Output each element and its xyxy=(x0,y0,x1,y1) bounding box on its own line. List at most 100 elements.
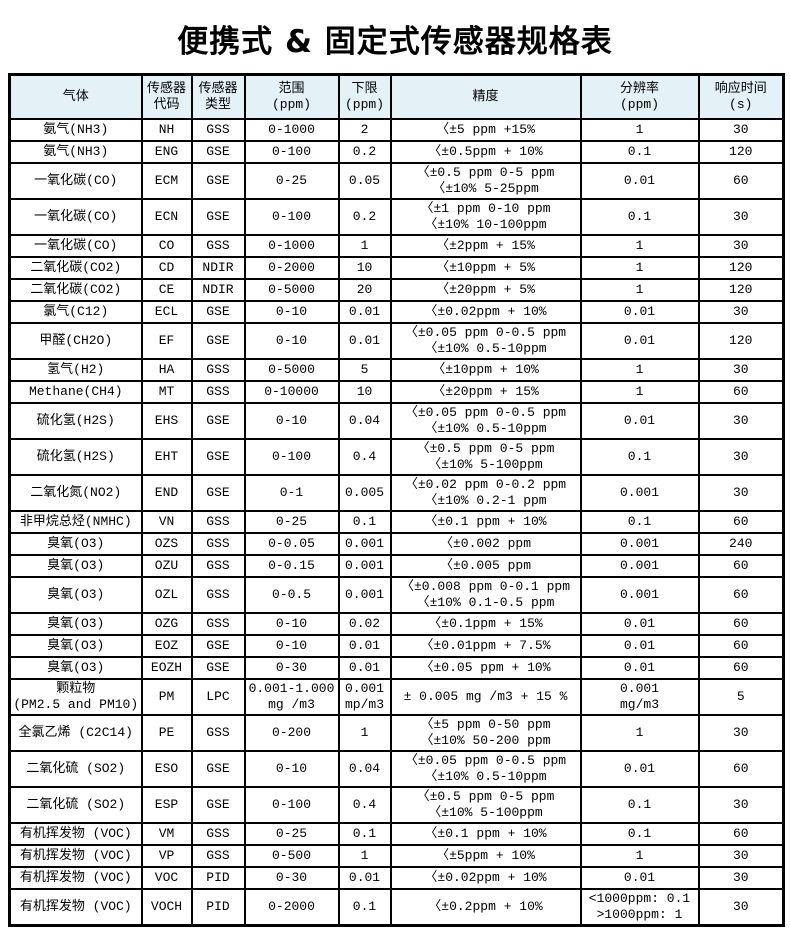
accuracy-cell: 〈±0.2ppm + 10% xyxy=(389,888,582,927)
accuracy-cell: 〈±1 ppm 0-10 ppm 〈±10% 10-100ppm xyxy=(389,198,582,236)
type-cell: GSS xyxy=(190,714,246,752)
table-row: 一氧化碳(CO) CO GSS 0-1000 1 〈±2ppm + 15% 1 30 xyxy=(8,234,785,258)
resolution-cell: 0.1 xyxy=(579,786,700,824)
table-row: Methane(CH4) MT GSS 0-10000 10 〈±20ppm + 15% 1… xyxy=(8,380,785,404)
resolution-cell: 0.01 xyxy=(579,162,700,200)
response-cell: 30 xyxy=(697,358,785,382)
gas-cell: 臭氧(O3) xyxy=(8,634,143,658)
resolution-cell: 1 xyxy=(579,358,700,382)
response-cell: 60 xyxy=(697,822,785,846)
accuracy-cell: 〈±0.05 ppm + 10% xyxy=(389,656,582,680)
limit-cell: 0.001 xyxy=(337,554,392,578)
response-cell: 60 xyxy=(697,576,785,614)
range-cell: 0-25 xyxy=(243,822,340,846)
type-cell: GSE xyxy=(190,474,246,512)
gas-cell: 有机挥发物 (VOC) xyxy=(8,844,143,868)
accuracy-cell: 〈±20ppm + 5% xyxy=(389,278,582,302)
range-cell: 0-100 xyxy=(243,140,340,164)
col-header-limit: 下限 (ppm) xyxy=(337,73,392,120)
type-cell: GSS xyxy=(190,576,246,614)
gas-cell: 硫化氢(H2S) xyxy=(8,438,143,476)
resolution-cell: 0.001 xyxy=(579,532,700,556)
limit-cell: 0.001 mp/m3 xyxy=(337,678,392,716)
range-cell: 0-10 xyxy=(243,300,340,324)
limit-cell: 0.1 xyxy=(337,822,392,846)
response-cell: 30 xyxy=(697,402,785,440)
gas-cell: 二氧化硫 (SO2) xyxy=(8,786,143,824)
header-row: 气体 传感器 代码 传感器 类型 范围 (ppm) 下限 (ppm) 精度 分辨率 (ppm) 响应时间… xyxy=(8,73,785,120)
range-cell: 0-100 xyxy=(243,786,340,824)
resolution-cell: 0.01 xyxy=(579,612,700,636)
response-cell: 30 xyxy=(697,714,785,752)
limit-cell: 1 xyxy=(337,234,392,258)
limit-cell: 1 xyxy=(337,844,392,868)
code-cell: OZG xyxy=(140,612,193,636)
accuracy-cell: 〈±0.02 ppm 0-0.2 ppm 〈±10% 0.2-1 ppm xyxy=(389,474,582,512)
gas-cell: 氯气(C12) xyxy=(8,300,143,324)
accuracy-cell: 〈±5 ppm 0-50 ppm 〈±10% 50-200 ppm xyxy=(389,714,582,752)
accuracy-cell: 〈±0.5 ppm 0-5 ppm 〈±10% 5-100ppm xyxy=(389,438,582,476)
range-cell: 0-10 xyxy=(243,634,340,658)
resolution-cell: 0.01 xyxy=(579,656,700,680)
response-cell: 30 xyxy=(697,300,785,324)
code-cell: PE xyxy=(140,714,193,752)
resolution-cell: 0.01 xyxy=(579,866,700,890)
table-row: 氯气(C12) ECL GSE 0-10 0.01 〈±0.02ppm + 10% 0.01… xyxy=(8,300,785,324)
table-row: 臭氧(O3) OZU GSS 0-0.15 0.001 〈±0.005 ppm 0.001 6… xyxy=(8,554,785,578)
accuracy-cell: 〈±0.02ppm + 10% xyxy=(389,866,582,890)
code-cell: NH xyxy=(140,118,193,142)
type-cell: GSS xyxy=(190,510,246,534)
table-row: 非甲烷总烃(NMHC) VN GSS 0-25 0.1 〈±0.1 ppm + 10% 0.… xyxy=(8,510,785,534)
type-cell: GSS xyxy=(190,234,246,258)
type-cell: GSE xyxy=(190,198,246,236)
response-cell: 60 xyxy=(697,750,785,788)
type-cell: GSS xyxy=(190,844,246,868)
gas-cell: 有机挥发物 (VOC) xyxy=(8,822,143,846)
accuracy-cell: 〈±0.02ppm + 10% xyxy=(389,300,582,324)
code-cell: OZU xyxy=(140,554,193,578)
table-row: 甲醛(CH2O) EF GSE 0-10 0.01 〈±0.05 ppm 0-0.5 pp… xyxy=(8,322,785,360)
resolution-cell: 1 xyxy=(579,118,700,142)
gas-cell: 一氧化碳(CO) xyxy=(8,198,143,236)
response-cell: 30 xyxy=(697,198,785,236)
resolution-cell: 0.001 mg/m3 xyxy=(579,678,700,716)
response-cell: 120 xyxy=(697,140,785,164)
table-row: 有机挥发物 (VOC) VOC PID 0-30 0.01 〈±0.02ppm + 10%… xyxy=(8,866,785,890)
type-cell: LPC xyxy=(190,678,246,716)
type-cell: NDIR xyxy=(190,256,246,280)
gas-cell: 一氧化碳(CO) xyxy=(8,162,143,200)
table-row: 颗粒物 (PM2.5 and PM10) PM LPC 0.001-1.000 mg /m… xyxy=(8,678,785,716)
gas-cell: 二氧化氮(NO2) xyxy=(8,474,143,512)
table-row: 全氯乙烯 (C2C14) PE GSS 0-200 1 〈±5 ppm 0-50 ppm 〈… xyxy=(8,714,785,752)
code-cell: VP xyxy=(140,844,193,868)
resolution-cell: 0.001 xyxy=(579,576,700,614)
limit-cell: 0.01 xyxy=(337,866,392,890)
type-cell: GSS xyxy=(190,822,246,846)
resolution-cell: 0.1 xyxy=(579,822,700,846)
gas-cell: 二氧化硫 (SO2) xyxy=(8,750,143,788)
response-cell: 60 xyxy=(697,510,785,534)
range-cell: 0-1000 xyxy=(243,234,340,258)
resolution-cell: 1 xyxy=(579,714,700,752)
range-cell: 0-5000 xyxy=(243,358,340,382)
response-cell: 60 xyxy=(697,554,785,578)
accuracy-cell: 〈±0.5ppm + 10% xyxy=(389,140,582,164)
resolution-cell: 1 xyxy=(579,380,700,404)
limit-cell: 20 xyxy=(337,278,392,302)
response-cell: 60 xyxy=(697,612,785,636)
sensor-spec-table: 气体 传感器 代码 传感器 类型 范围 (ppm) 下限 (ppm) 精度 分辨率 (ppm) 响应时间… xyxy=(8,73,785,927)
limit-cell: 0.4 xyxy=(337,786,392,824)
response-cell: 120 xyxy=(697,278,785,302)
range-cell: 0-10 xyxy=(243,322,340,360)
limit-cell: 0.005 xyxy=(337,474,392,512)
type-cell: PID xyxy=(190,866,246,890)
type-cell: NDIR xyxy=(190,278,246,302)
code-cell: VM xyxy=(140,822,193,846)
range-cell: 0-10 xyxy=(243,612,340,636)
resolution-cell: 1 xyxy=(579,256,700,280)
range-cell: 0-500 xyxy=(243,844,340,868)
range-cell: 0-25 xyxy=(243,162,340,200)
response-cell: 5 xyxy=(697,678,785,716)
accuracy-cell: 〈±0.5 ppm 0-5 ppm 〈±10% 5-25ppm xyxy=(389,162,582,200)
response-cell: 60 xyxy=(697,656,785,680)
